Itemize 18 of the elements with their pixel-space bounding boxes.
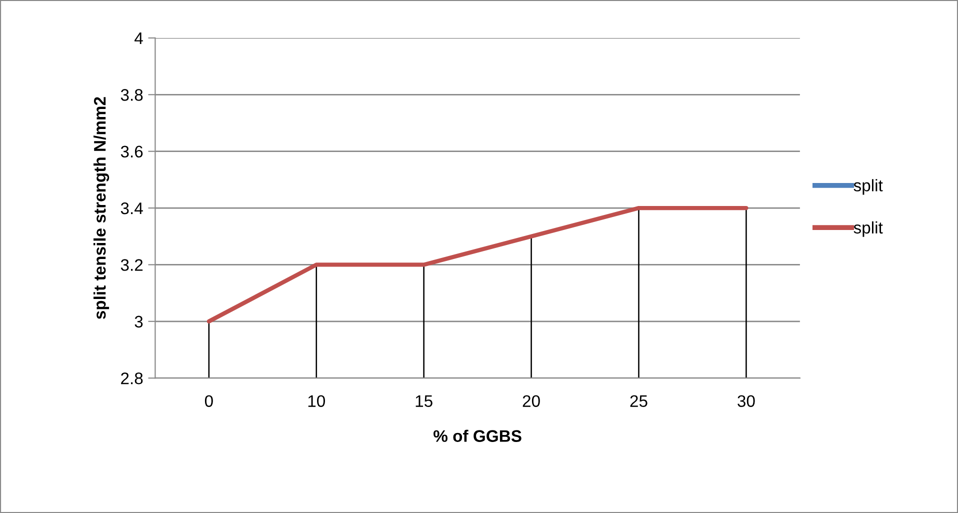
y-tick-label: 3.4 [120,202,143,214]
y-tick-label: 4 [134,32,143,44]
legend-label: split [854,221,883,237]
x-tick-label: 20 [522,395,540,407]
x-tick-label: 25 [630,395,648,407]
x-tick-label: 30 [738,395,755,407]
legend-label: split [854,179,883,195]
x-tick-label: 15 [416,395,432,407]
y-tick-label: 3.6 [120,146,143,158]
x-axis-title: % of GGBS [434,430,522,442]
x-tick-label: 0 [204,395,213,407]
y-tick-label: 3.2 [120,259,143,271]
line-series [206,206,748,324]
y-tick-label: 3 [134,316,143,328]
y-tick-label: 3.8 [120,89,143,101]
x-tick-label: 10 [308,395,325,407]
y-tick-label: 2.8 [121,372,143,384]
y-axis-title: split tensile strength N/mm2 [94,97,110,320]
